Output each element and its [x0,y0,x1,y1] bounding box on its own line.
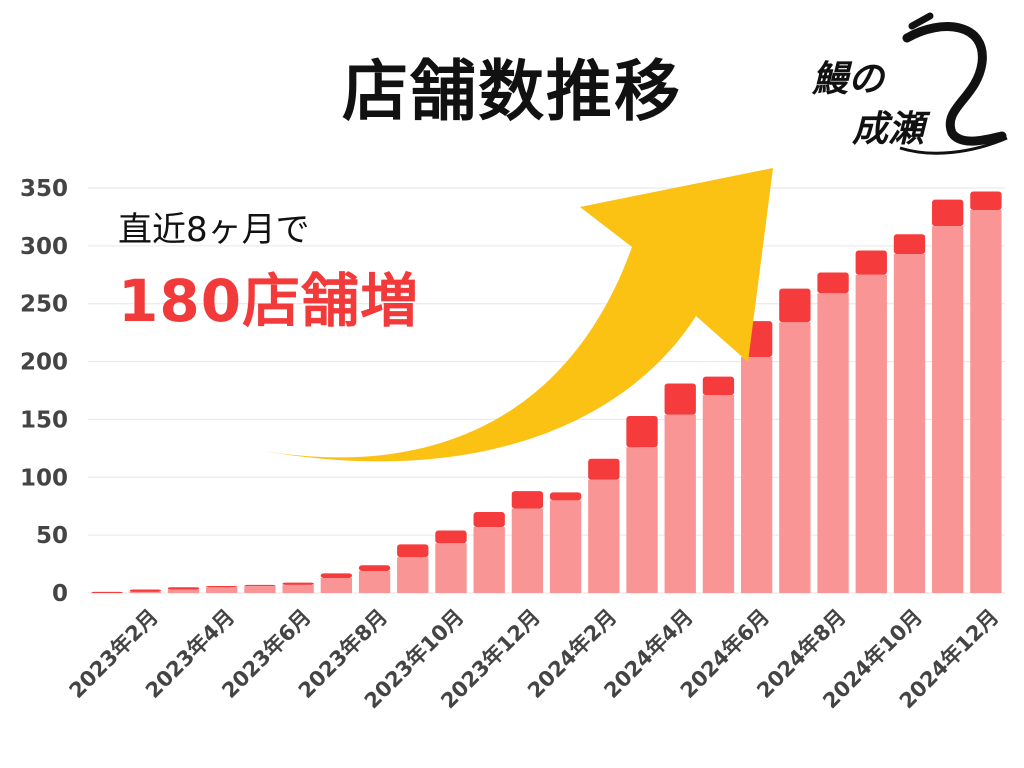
y-axis-ticks: 0 50 100 150 200 250 300 350 [20,176,68,607]
bar-increase-segment [779,288,811,323]
bar-base-segment [358,571,391,593]
bar-base-segment [932,226,964,593]
bar-base-segment [626,447,658,593]
bar-base-segment [511,508,544,593]
bar-base-segment [588,479,620,593]
grid-lines [88,187,1005,594]
bar-increase-segment [549,492,582,501]
bars [91,191,1002,593]
bar-increase-segment [358,565,391,572]
x-axis-ticks: 2023年2月2023年4月2023年6月2023年8月2023年10月2023… [65,605,1004,714]
bar-increase-segment [626,415,658,448]
bar-increase-segment [893,234,926,254]
bar-increase-segment [473,512,505,528]
bar-base-segment [167,589,200,593]
bar-increase-segment [855,250,887,275]
bar-increase-segment [970,191,1002,210]
bar-base-segment [817,293,849,593]
page-title: 店舗数推移 [342,53,682,130]
bar-base-segment [397,557,429,593]
bar-increase-segment [129,589,161,592]
y-tick-label: 200 [20,350,68,376]
bar-base-segment [855,274,887,593]
bar-increase-segment [664,383,696,415]
bar-base-segment [893,253,926,593]
bar-base-segment [970,209,1002,593]
bar-increase-segment [167,587,200,590]
bar-base-segment [549,500,582,593]
bar-increase-segment [511,491,544,509]
bar-increase-segment [817,272,849,294]
bar-base-segment [473,527,505,593]
bar-increase-segment [91,591,123,593]
bar-increase-segment [702,376,735,396]
y-tick-label: 250 [20,292,68,318]
y-tick-label: 150 [20,407,68,433]
bar-increase-segment [244,584,276,587]
bar-base-segment [435,543,467,593]
y-tick-label: 100 [20,465,68,491]
brand-logo: 鰻の 成瀬 [812,8,1012,158]
bar-increase-segment [435,530,467,544]
y-tick-label: 350 [20,176,68,202]
logo-swirl [899,12,1008,155]
growth-arrow [258,168,773,462]
bar-base-segment [320,577,353,593]
bar-increase-segment [320,573,353,578]
bar-base-segment [129,591,161,593]
bar-base-segment [702,395,735,593]
y-tick-label: 300 [20,234,68,260]
bar-increase-segment [206,586,238,588]
bar-base-segment [282,584,314,593]
bar-base-segment [740,356,773,593]
bar-base-segment [779,322,811,593]
callout-period-text: 直近8ヶ月で [118,210,310,250]
logo-text-2: 成瀬 [852,108,925,150]
bar-base-segment [664,414,696,593]
bar-increase-segment [588,458,620,480]
bar-base-segment [244,586,276,593]
callout-increase-text: 180店舗増 [118,267,420,335]
y-tick-label: 50 [36,523,68,549]
bar-base-segment [206,587,238,593]
bar-increase-segment [397,544,429,558]
bar-increase-segment [932,199,964,227]
logo-text-1: 鰻の [812,58,885,100]
y-tick-label: 0 [52,581,68,607]
bar-increase-segment [282,582,314,585]
